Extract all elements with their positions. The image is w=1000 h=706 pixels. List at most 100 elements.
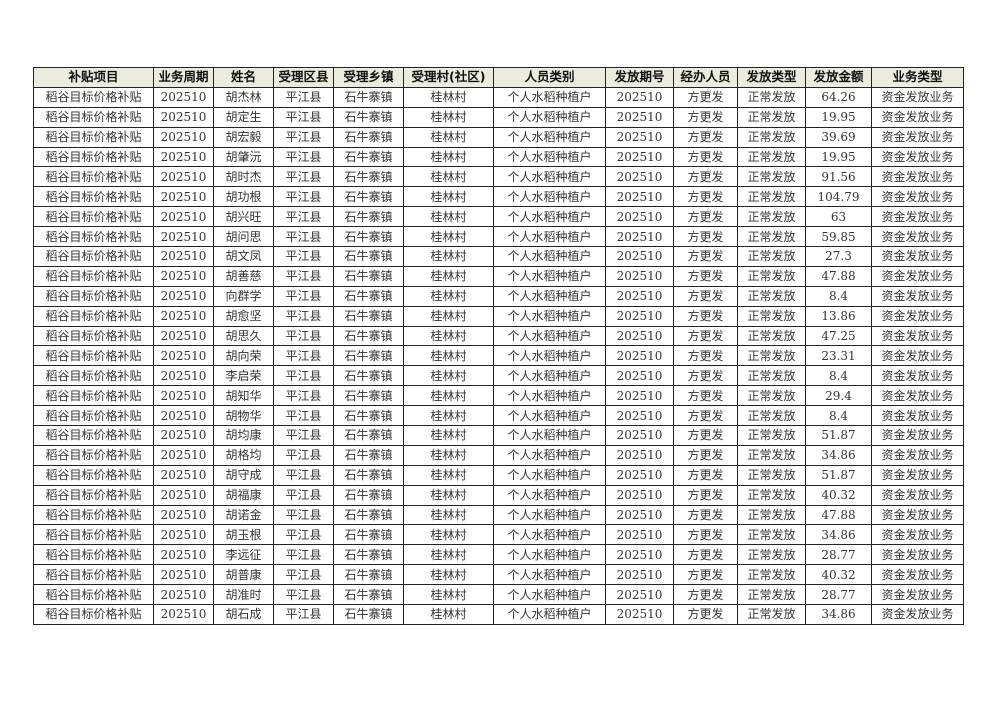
table-row: 稻谷目标价格补贴 202510 李远征 平江县 石牛寨镇 桂林村 个人水稻种植户 202510… (33, 544, 964, 566)
cell-handler: 方更发 (673, 444, 738, 466)
cell-person-category: 个人水稻种植户 (493, 86, 606, 108)
cell-township: 石牛寨镇 (333, 584, 404, 606)
cell-issue-number: 202510 (605, 365, 674, 387)
cell-handler: 方更发 (673, 106, 738, 128)
cell-amount: 8.4 (805, 405, 872, 427)
table-row: 稻谷目标价格补贴 202510 胡善慈 平江县 石牛寨镇 桂林村 个人水稻种植户 202510… (33, 265, 964, 287)
cell-issue-number: 202510 (605, 405, 674, 427)
cell-amount: 40.32 (805, 564, 872, 586)
cell-issue-number: 202510 (605, 206, 674, 228)
cell-person-category: 个人水稻种植户 (493, 226, 606, 248)
cell-business-type: 资金发放业务 (871, 524, 964, 546)
cell-person-category: 个人水稻种植户 (493, 265, 606, 287)
cell-district: 平江县 (273, 126, 334, 148)
cell-handler: 方更发 (673, 584, 738, 606)
cell-business-period: 202510 (153, 206, 214, 228)
cell-name: 胡文凤 (213, 246, 274, 267)
cell-issue-type: 正常发放 (737, 106, 806, 128)
cell-business-type: 资金发放业务 (871, 444, 964, 466)
cell-district: 平江县 (273, 146, 334, 168)
cell-issue-number: 202510 (605, 126, 674, 148)
table-row: 稻谷目标价格补贴 202510 胡功根 平江县 石牛寨镇 桂林村 个人水稻种植户 202510… (33, 186, 964, 208)
cell-person-category: 个人水稻种植户 (493, 464, 606, 486)
column-header-business-period: 业务周期 (153, 67, 214, 88)
cell-amount: 47.88 (805, 504, 872, 526)
cell-district: 平江县 (273, 405, 334, 427)
cell-township: 石牛寨镇 (333, 166, 404, 188)
table-row: 稻谷目标价格补贴 202510 胡向荣 平江县 石牛寨镇 桂林村 个人水稻种植户 202510… (33, 345, 964, 367)
cell-handler: 方更发 (673, 146, 738, 168)
cell-village: 桂林村 (403, 166, 494, 188)
cell-village: 桂林村 (403, 604, 494, 625)
cell-amount: 28.77 (805, 544, 872, 566)
cell-issue-number: 202510 (605, 226, 674, 248)
cell-issue-type: 正常发放 (737, 265, 806, 287)
subsidy-table: 补贴项目 业务周期 姓名 受理区县 受理乡镇 受理村(社区) 人员类别 发放期号 经办人员 发放类… (33, 67, 964, 625)
cell-business-period: 202510 (153, 444, 214, 466)
cell-business-type: 资金发放业务 (871, 365, 964, 387)
cell-district: 平江县 (273, 285, 334, 307)
cell-district: 平江县 (273, 385, 334, 407)
cell-district: 平江县 (273, 345, 334, 367)
cell-name: 胡向荣 (213, 345, 274, 367)
cell-name: 胡物华 (213, 405, 274, 427)
cell-district: 平江县 (273, 524, 334, 546)
cell-issue-type: 正常发放 (737, 425, 806, 446)
cell-village: 桂林村 (403, 584, 494, 606)
cell-business-period: 202510 (153, 604, 214, 625)
cell-person-category: 个人水稻种植户 (493, 504, 606, 526)
cell-issue-type: 正常发放 (737, 405, 806, 427)
table-row: 稻谷目标价格补贴 202510 胡思久 平江县 石牛寨镇 桂林村 个人水稻种植户 202510… (33, 325, 964, 347)
table-row: 稻谷目标价格补贴 202510 胡愈坚 平江县 石牛寨镇 桂林村 个人水稻种植户 202510… (33, 305, 964, 327)
cell-district: 平江县 (273, 86, 334, 108)
cell-issue-type: 正常发放 (737, 604, 806, 625)
table-row: 稻谷目标价格补贴 202510 胡知华 平江县 石牛寨镇 桂林村 个人水稻种植户 202510… (33, 385, 964, 407)
cell-amount: 51.87 (805, 425, 872, 446)
cell-handler: 方更发 (673, 226, 738, 248)
table-row: 稻谷目标价格补贴 202510 胡杰林 平江县 石牛寨镇 桂林村 个人水稻种植户 202510… (33, 86, 964, 108)
cell-business-period: 202510 (153, 365, 214, 387)
column-header-handler: 经办人员 (673, 67, 738, 88)
table-body: 稻谷目标价格补贴 202510 胡杰林 平江县 石牛寨镇 桂林村 个人水稻种植户 202510… (33, 86, 964, 625)
cell-township: 石牛寨镇 (333, 126, 404, 148)
cell-issue-type: 正常发放 (737, 146, 806, 168)
cell-handler: 方更发 (673, 285, 738, 307)
cell-issue-number: 202510 (605, 146, 674, 168)
table-row: 稻谷目标价格补贴 202510 胡诺金 平江县 石牛寨镇 桂林村 个人水稻种植户 202510… (33, 504, 964, 526)
cell-business-type: 资金发放业务 (871, 564, 964, 586)
cell-subsidy-item: 稻谷目标价格补贴 (33, 584, 154, 606)
cell-business-type: 资金发放业务 (871, 146, 964, 168)
cell-handler: 方更发 (673, 206, 738, 228)
cell-township: 石牛寨镇 (333, 285, 404, 307)
cell-handler: 方更发 (673, 484, 738, 506)
cell-amount: 19.95 (805, 106, 872, 128)
cell-subsidy-item: 稻谷目标价格补贴 (33, 325, 154, 347)
cell-subsidy-item: 稻谷目标价格补贴 (33, 385, 154, 407)
cell-subsidy-item: 稻谷目标价格补贴 (33, 146, 154, 168)
cell-village: 桂林村 (403, 86, 494, 108)
cell-township: 石牛寨镇 (333, 265, 404, 287)
cell-name: 向群学 (213, 285, 274, 307)
table-row: 稻谷目标价格补贴 202510 胡玉根 平江县 石牛寨镇 桂林村 个人水稻种植户 202510… (33, 524, 964, 546)
cell-handler: 方更发 (673, 504, 738, 526)
table-row: 稻谷目标价格补贴 202510 胡均康 平江县 石牛寨镇 桂林村 个人水稻种植户 202510… (33, 425, 964, 446)
cell-amount: 39.69 (805, 126, 872, 148)
table-row: 稻谷目标价格补贴 202510 胡肇沅 平江县 石牛寨镇 桂林村 个人水稻种植户 202510… (33, 146, 964, 168)
cell-amount: 28.77 (805, 584, 872, 606)
cell-business-type: 资金发放业务 (871, 305, 964, 327)
cell-name: 胡宏毅 (213, 126, 274, 148)
cell-issue-type: 正常发放 (737, 444, 806, 466)
cell-person-category: 个人水稻种植户 (493, 425, 606, 446)
cell-issue-type: 正常发放 (737, 385, 806, 407)
table-row: 稻谷目标价格补贴 202510 胡定生 平江县 石牛寨镇 桂林村 个人水稻种植户 202510… (33, 106, 964, 128)
cell-person-category: 个人水稻种植户 (493, 444, 606, 466)
cell-issue-number: 202510 (605, 325, 674, 347)
cell-issue-type: 正常发放 (737, 544, 806, 566)
cell-subsidy-item: 稻谷目标价格补贴 (33, 345, 154, 367)
cell-village: 桂林村 (403, 564, 494, 586)
cell-business-type: 资金发放业务 (871, 226, 964, 248)
cell-business-type: 资金发放业务 (871, 206, 964, 228)
cell-business-period: 202510 (153, 584, 214, 606)
column-header-township: 受理乡镇 (333, 67, 404, 88)
cell-business-type: 资金发放业务 (871, 106, 964, 128)
